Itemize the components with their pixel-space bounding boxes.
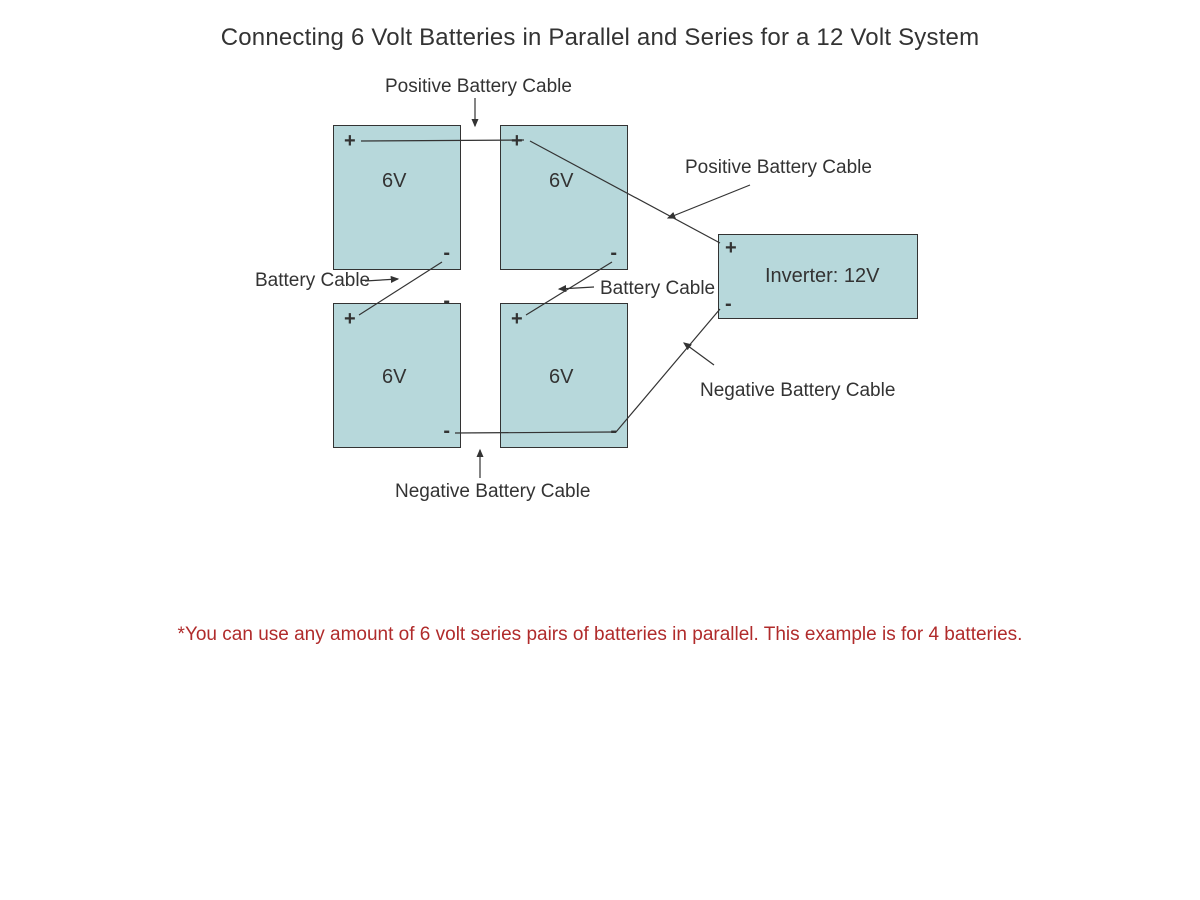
arrow-icon <box>668 185 750 218</box>
inverter-box: + Inverter: 12V - <box>718 234 918 319</box>
battery-label: 6V <box>549 170 573 193</box>
diagram-title: Connecting 6 Volt Batteries in Parallel … <box>0 24 1200 52</box>
battery-label: 6V <box>382 170 406 193</box>
battery-label: 6V <box>549 366 573 389</box>
label-battery-cable-left: Battery Cable <box>255 270 370 292</box>
minus-icon: - <box>725 293 732 316</box>
inverter-label: Inverter: 12V <box>765 265 880 288</box>
battery-top-right: + 6V - <box>500 125 628 270</box>
battery-top-left: + 6V - <box>333 125 461 270</box>
diagram-stage: Connecting 6 Volt Batteries in Parallel … <box>0 0 1200 900</box>
minus-icon: - <box>443 420 450 443</box>
battery-bottom-left: + - 6V - <box>333 303 461 448</box>
label-negative-cable-bottom: Negative Battery Cable <box>395 481 590 503</box>
arrow-icon <box>559 287 594 289</box>
minus-icon: - <box>443 290 450 313</box>
minus-icon: - <box>443 242 450 265</box>
label-positive-cable-top: Positive Battery Cable <box>385 76 572 98</box>
arrow-icon <box>684 343 714 365</box>
footnote: *You can use any amount of 6 volt series… <box>0 624 1200 646</box>
plus-icon: + <box>344 308 356 331</box>
wire <box>616 309 720 432</box>
plus-icon: + <box>344 130 356 153</box>
label-battery-cable-right: Battery Cable <box>600 278 715 300</box>
plus-icon: + <box>725 237 737 260</box>
battery-bottom-right: + 6V - <box>500 303 628 448</box>
minus-icon: - <box>610 420 617 443</box>
plus-icon: + <box>511 130 523 153</box>
label-positive-cable-right: Positive Battery Cable <box>685 157 872 179</box>
minus-icon: - <box>610 242 617 265</box>
plus-icon: + <box>511 308 523 331</box>
battery-label: 6V <box>382 366 406 389</box>
label-negative-cable-right: Negative Battery Cable <box>700 380 895 402</box>
